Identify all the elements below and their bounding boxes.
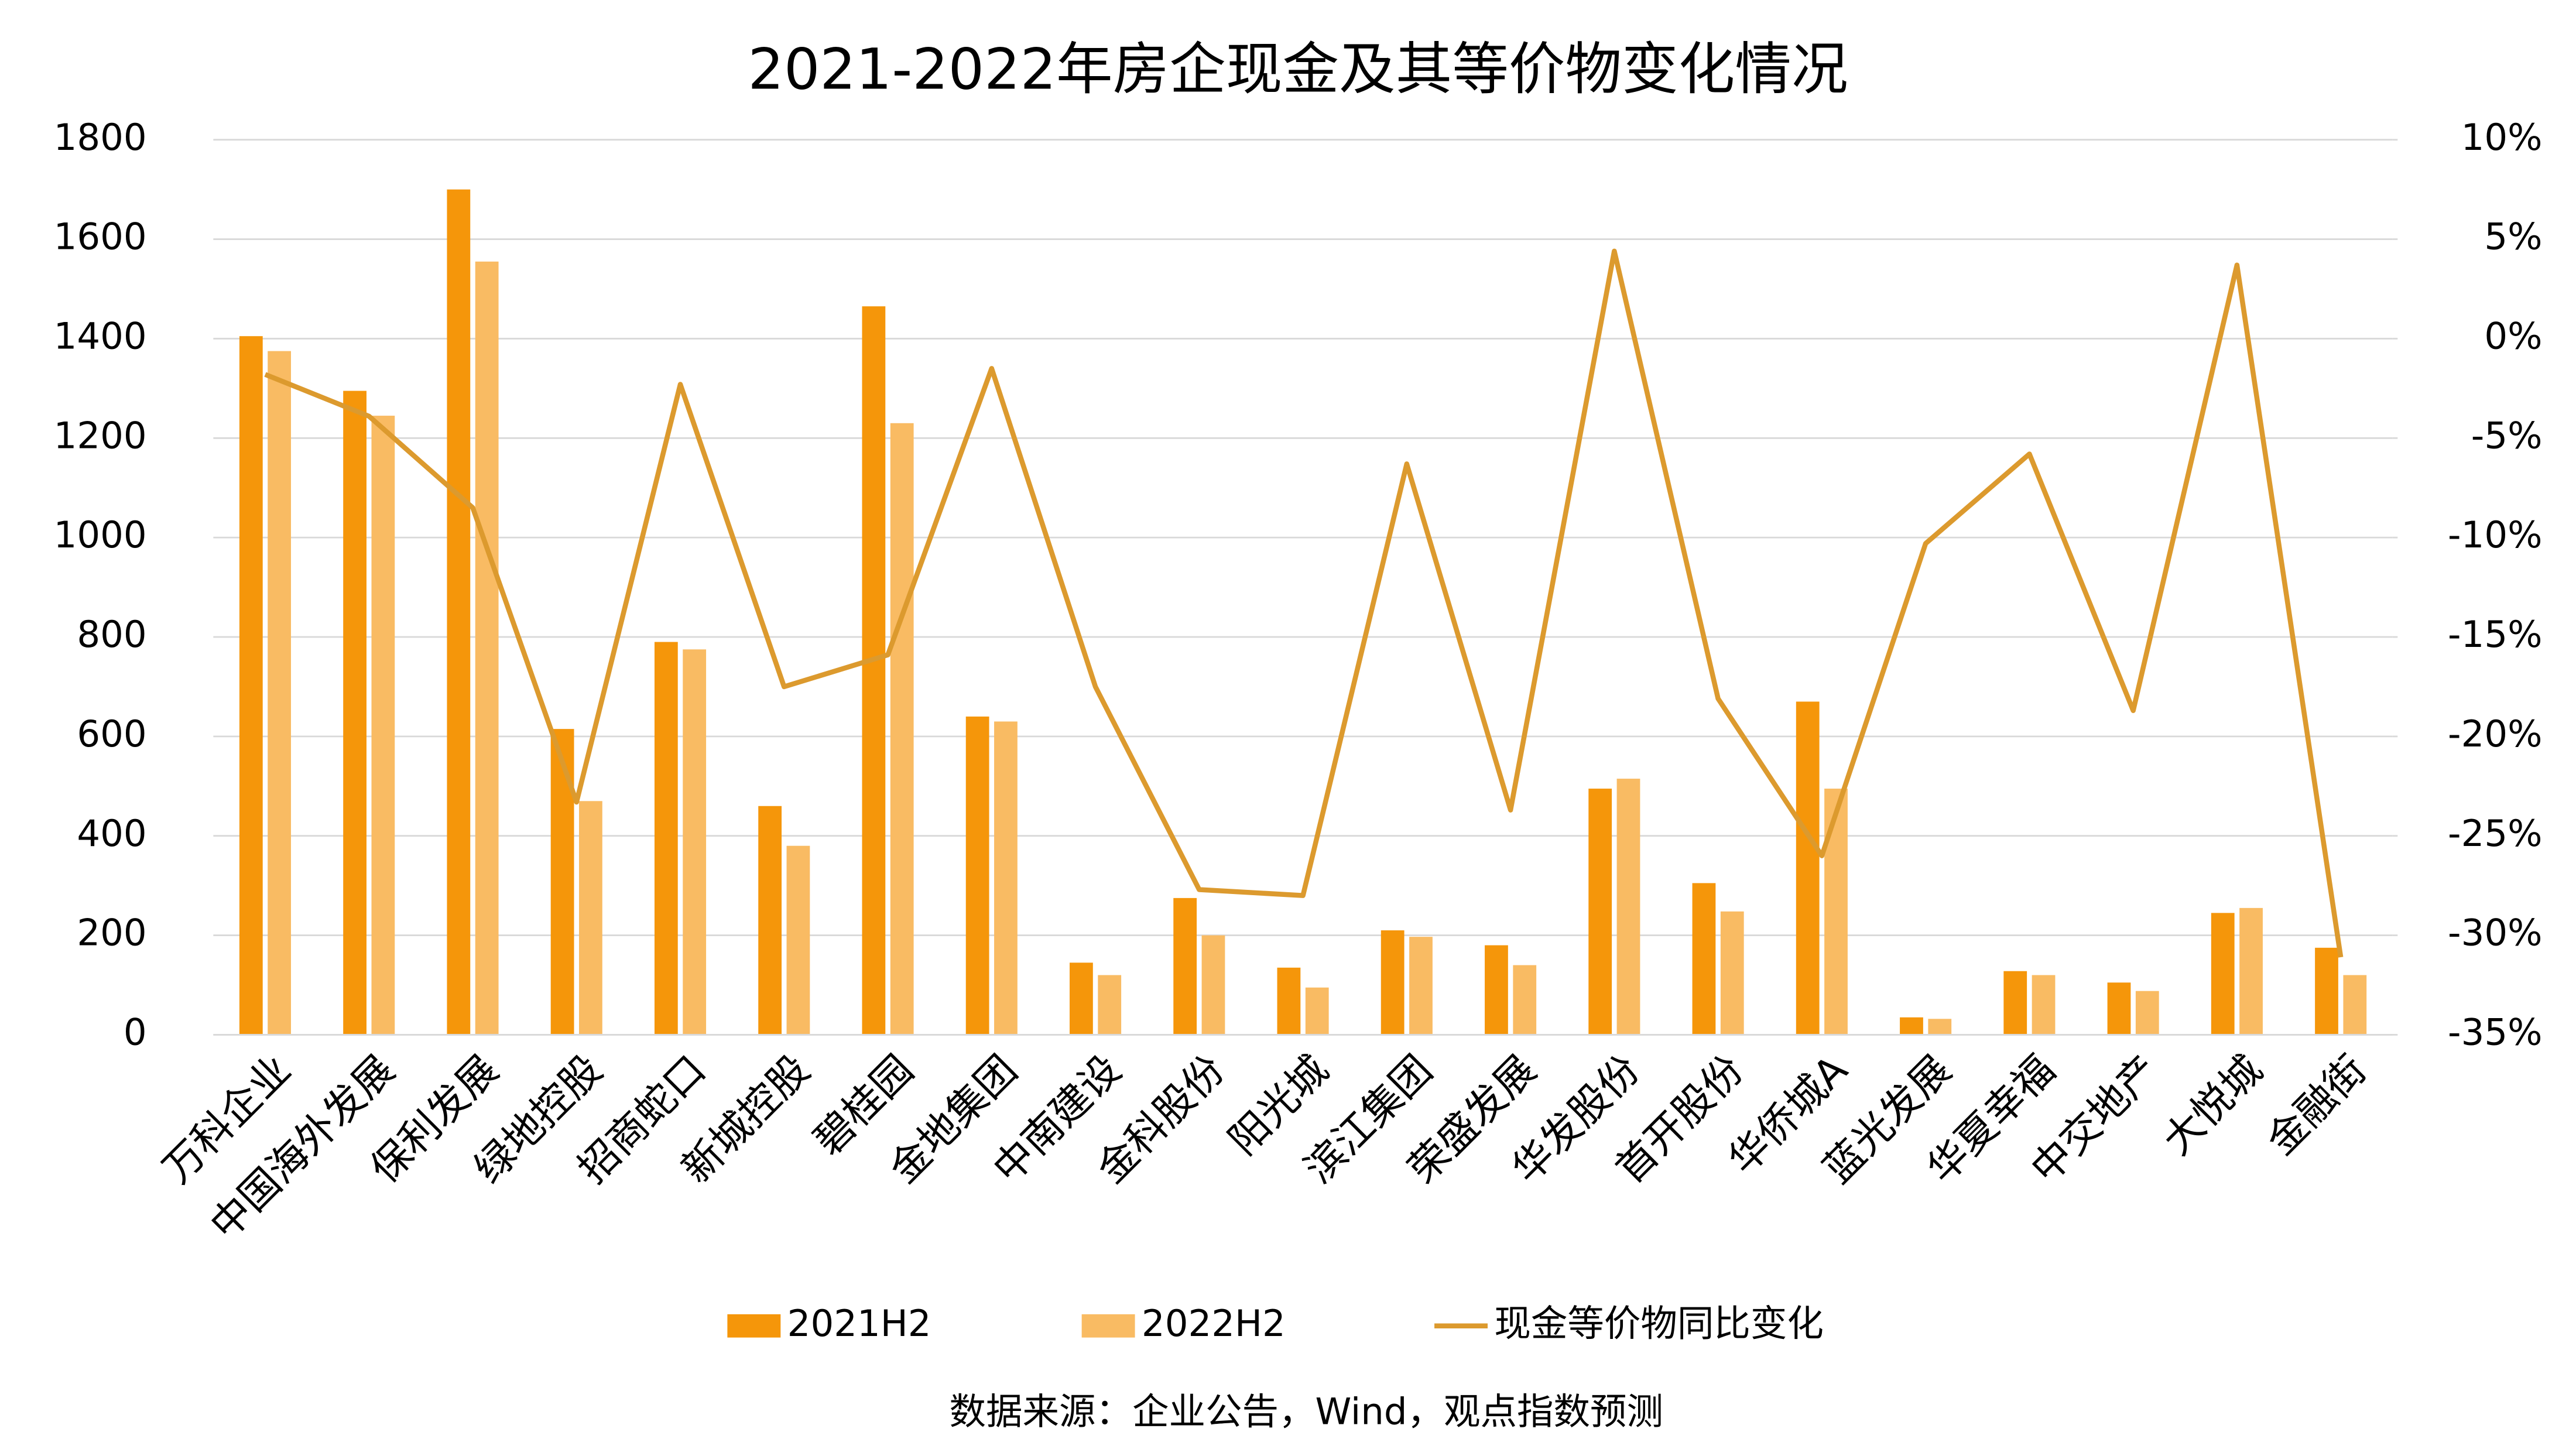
bar [2211, 913, 2235, 1035]
bar [786, 845, 810, 1035]
bar [1720, 911, 1744, 1035]
bar [2135, 991, 2159, 1035]
bar [1616, 779, 1640, 1035]
y-tick-label: 1000 [54, 513, 147, 556]
bar [1588, 789, 1612, 1035]
y2-tick-label: 0% [2484, 315, 2542, 358]
y-tick-label: 200 [77, 912, 146, 954]
y2-tick-label: 5% [2484, 215, 2542, 258]
legend-label: 2021H2 [787, 1302, 931, 1345]
bar [550, 729, 574, 1035]
bar [1928, 1019, 1952, 1035]
bar [239, 336, 263, 1035]
bar [1485, 945, 1508, 1035]
y2-tick-label: -10% [2448, 513, 2542, 556]
y2-tick-label: -5% [2471, 414, 2543, 457]
bar [683, 649, 707, 1035]
bar [1201, 935, 1225, 1035]
bar [1070, 962, 1093, 1035]
bar [862, 306, 886, 1035]
line [264, 248, 2344, 958]
bar [1381, 930, 1405, 1035]
y-tick-label: 1400 [54, 315, 147, 358]
bar [1098, 975, 1122, 1035]
x-tick-label: 金融街 [2258, 1047, 2376, 1164]
y-tick-label: 0 [124, 1011, 147, 1054]
bar [1513, 965, 1537, 1035]
bar [447, 189, 471, 1035]
x-tick-label: 大悦城 [2154, 1047, 2272, 1164]
bar [654, 642, 678, 1035]
bar [965, 716, 989, 1035]
bar [1796, 701, 1820, 1035]
bar [475, 261, 499, 1035]
y-tick-label: 1800 [54, 116, 147, 159]
y-tick-label: 1200 [54, 414, 147, 457]
bar [371, 416, 395, 1035]
bar [1305, 987, 1329, 1035]
bar [994, 721, 1018, 1035]
legend-label: 2022H2 [1142, 1302, 1286, 1345]
bar [2239, 907, 2263, 1035]
bar [2003, 971, 2027, 1035]
y2-tick-label: -30% [2448, 912, 2542, 954]
y2-tick-label: -35% [2448, 1011, 2542, 1054]
legend-swatch [1081, 1314, 1135, 1338]
chart-title: 2021-2022年房企现金及其等价物变化情况 [748, 36, 1848, 102]
y2-tick-label: 10% [2461, 116, 2543, 159]
bar [2315, 947, 2338, 1035]
y-tick-label: 600 [77, 712, 146, 755]
y2-tick-label: -25% [2448, 812, 2542, 855]
bar [1824, 789, 1848, 1035]
y-tick-label: 800 [77, 613, 146, 656]
bar [758, 806, 782, 1035]
bar [890, 423, 914, 1035]
bar [268, 351, 292, 1035]
bar [2032, 975, 2056, 1035]
bar [1277, 967, 1301, 1035]
bar [2343, 975, 2367, 1035]
bar [579, 801, 602, 1035]
legend-swatch [727, 1314, 781, 1338]
bar [1409, 937, 1433, 1035]
bar [1900, 1017, 1923, 1035]
legend-label: 现金等价物同比变化 [1494, 1302, 1824, 1345]
bar [343, 390, 366, 1035]
y-tick-label: 400 [77, 812, 146, 855]
bar [2107, 982, 2131, 1035]
y2-tick-label: -20% [2448, 712, 2542, 755]
bar [1692, 883, 1716, 1035]
y2-tick-label: -15% [2448, 613, 2542, 656]
y-tick-label: 1600 [54, 215, 147, 258]
bar [1173, 898, 1197, 1035]
source-note: 数据来源：企业公告，Wind，观点指数预测 [949, 1390, 1663, 1433]
